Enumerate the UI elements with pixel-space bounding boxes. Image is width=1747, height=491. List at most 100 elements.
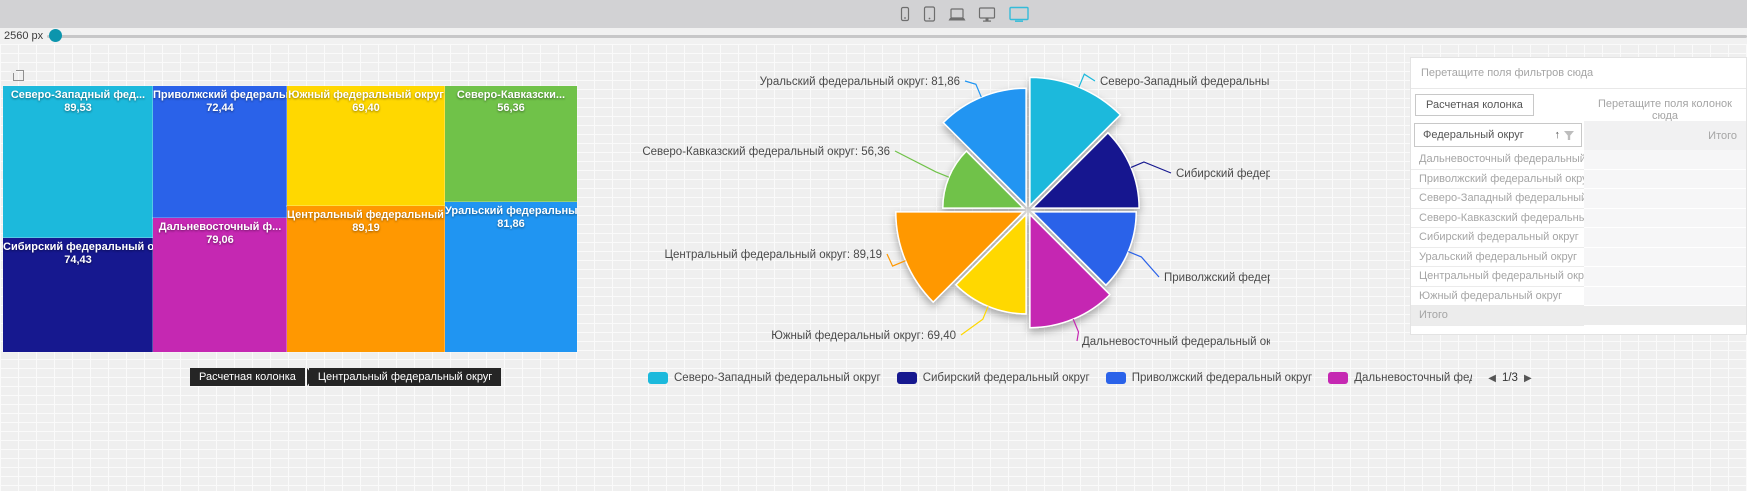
legend-item[interactable]: Северо-Западный федеральный округ xyxy=(648,372,881,384)
pivot-row-value xyxy=(1584,247,1746,267)
pie-slice-label: Центральный федеральный округ: 89,19 xyxy=(665,249,883,261)
pivot-row-value xyxy=(1584,208,1746,228)
treemap-tile-label: Северо-Западный фед... 89,53 xyxy=(10,89,146,114)
breadcrumb-value[interactable]: Центральный федеральный округ xyxy=(308,368,502,386)
pie-slice-label: Сибирский федеральный округ: 74,43 xyxy=(1176,168,1270,180)
treemap-tile[interactable]: Уральский федеральный округ81,86 xyxy=(444,201,578,353)
pivot-row[interactable]: Северо-Кавказский федеральный округ xyxy=(1411,208,1746,228)
pie-slice[interactable] xyxy=(942,150,1026,209)
row-field-chip[interactable]: Расчетная колонка xyxy=(1415,94,1534,116)
pivot-row-label: Северо-Кавказский федеральный округ xyxy=(1411,208,1584,228)
pivot-row[interactable]: Центральный федеральный округ xyxy=(1411,267,1746,287)
treemap-tile-label: Уральский федеральный округ81,86 xyxy=(445,205,577,230)
breadcrumb-field[interactable]: Расчетная колонка xyxy=(190,368,305,386)
pie-chart: Северо-Западный федеральный округ: 89,53… xyxy=(642,73,1270,348)
treemap-tile-label: Дальневосточный ф... 79,06 xyxy=(158,221,282,246)
legend-label: Дальневосточный федера xyxy=(1354,372,1472,384)
pivot-row-label: Северо-Западный федеральный округ xyxy=(1411,189,1584,209)
legend-prev-icon[interactable]: ◀ xyxy=(1488,372,1496,384)
laptop-icon[interactable] xyxy=(947,5,967,23)
width-slider-handle[interactable] xyxy=(49,29,62,42)
treemap-tile-label: Центральный федеральный округ89,19 xyxy=(287,209,445,234)
pivot-row-value xyxy=(1584,286,1746,306)
large-screen-icon[interactable] xyxy=(1007,5,1031,23)
pie-legend: Северо-Западный федеральный округ Сибирск… xyxy=(648,369,1532,387)
pie-legend-items: Северо-Западный федеральный округ Сибирск… xyxy=(648,372,1472,384)
pivot-row-label: Итого xyxy=(1411,306,1584,326)
pie-slice-label: Уральский федеральный округ: 81,86 xyxy=(760,76,960,88)
legend-item[interactable]: Сибирский федеральный округ xyxy=(896,372,1090,384)
treemap-tile[interactable]: Приволжский федеральный округ72,44 xyxy=(152,85,288,219)
pivot-row-value xyxy=(1584,150,1746,170)
pivot-row-label: Уральский федеральный округ xyxy=(1411,247,1584,267)
legend-item[interactable]: Приволжский федеральный округ xyxy=(1105,372,1312,384)
pivot-row[interactable]: Северо-Западный федеральный округ xyxy=(1411,189,1746,209)
columns-dropzone[interactable]: Перетащите поля колонок сюда xyxy=(1598,98,1732,122)
pivot-row[interactable]: Южный федеральный округ xyxy=(1411,286,1746,306)
legend-swatch xyxy=(648,372,668,384)
pivot-row[interactable]: Дальневосточный федеральный округ xyxy=(1411,150,1746,170)
pie-slice[interactable] xyxy=(895,211,1026,304)
pivot-row[interactable]: Сибирский федеральный округ xyxy=(1411,228,1746,248)
filter-funnel-icon[interactable] xyxy=(1563,130,1575,141)
pie-label-callout xyxy=(1130,161,1172,174)
pie-slice[interactable] xyxy=(1029,76,1122,208)
treemap-tile-label: Северо-Кавказски... 56,36 xyxy=(456,89,566,114)
pivot-row-label: Приволжский федеральный округ xyxy=(1411,169,1584,189)
legend-swatch xyxy=(1328,372,1349,384)
pie-label-callout xyxy=(1128,251,1160,278)
pivot-row[interactable]: Приволжский федеральный округ xyxy=(1411,169,1746,189)
pie-slice-label: Южный федеральный округ: 69,40 xyxy=(771,330,956,342)
legend-item[interactable]: Дальневосточный федера xyxy=(1328,372,1472,384)
phone-icon[interactable] xyxy=(898,5,912,23)
canvas-width-slider: 2560 px xyxy=(0,28,1747,44)
legend-swatch xyxy=(1105,372,1126,384)
desktop-icon[interactable] xyxy=(977,5,997,23)
treemap-tile[interactable]: Дальневосточный ф... 79,06 xyxy=(152,217,288,353)
sort-asc-icon[interactable]: ↑ xyxy=(1554,129,1561,141)
pivot-row-value xyxy=(1584,267,1746,287)
row-header-label: Федеральный округ xyxy=(1423,129,1524,141)
treemap-tile-label: Южный федеральный округ 69,40 xyxy=(288,89,444,114)
top-toolbar xyxy=(0,0,1747,28)
pie-slice-label: Северо-Западный федеральный округ: 89,53 xyxy=(1100,76,1270,88)
selection-tool-icon[interactable] xyxy=(11,68,24,81)
canvas-width-label: 2560 px xyxy=(4,30,44,42)
pivot-row[interactable]: Итого xyxy=(1411,306,1746,326)
breadcrumb-chevron-icon xyxy=(306,368,314,386)
row-header-dropdown[interactable]: Федеральный округ ↑ xyxy=(1414,123,1582,147)
treemap-breadcrumb: Расчетная колонка Центральный федеральны… xyxy=(190,368,502,386)
treemap-tile[interactable]: Северо-Кавказски... 56,36 xyxy=(444,85,578,203)
pivot-row-label: Центральный федеральный округ xyxy=(1411,267,1584,287)
pie-slice[interactable] xyxy=(942,87,1027,208)
width-slider-track[interactable] xyxy=(47,35,1747,38)
pivot-row-label: Дальневосточный федеральный округ xyxy=(1411,150,1584,170)
pie-label-callout xyxy=(964,80,982,98)
device-preview-switcher xyxy=(898,5,1031,23)
legend-label: Северо-Западный федеральный округ xyxy=(674,372,881,384)
pivot-row-value xyxy=(1584,228,1746,248)
pie-slice-label: Северо-Кавказский федеральный округ: 56,… xyxy=(642,146,890,158)
pie-label-callout xyxy=(894,150,950,178)
pie-slice-label: Приволжский федеральный округ: 72,44 xyxy=(1164,272,1270,284)
treemap-tile[interactable]: Центральный федеральный округ89,19 xyxy=(286,205,446,353)
value-column-header: Итого xyxy=(1584,121,1746,150)
pivot-row-label: Сибирский федеральный округ xyxy=(1411,228,1584,248)
filters-dropzone[interactable]: Перетащите поля фильтров сюда xyxy=(1411,58,1746,89)
legend-next-icon[interactable]: ▶ xyxy=(1523,372,1532,384)
treemap-chart: Северо-Западный фед... 89,53 Приволжский ф… xyxy=(2,85,578,353)
legend-swatch xyxy=(896,372,917,384)
tablet-icon[interactable] xyxy=(922,5,937,23)
pivot-row-label: Южный федеральный округ xyxy=(1411,286,1584,306)
pivot-row[interactable]: Уральский федеральный округ xyxy=(1411,247,1746,267)
pie-label-callout xyxy=(1078,73,1096,88)
pivot-row-value xyxy=(1584,169,1746,189)
treemap-tile[interactable]: Сибирский федеральный округ74,43 xyxy=(2,237,154,353)
pie-slice[interactable] xyxy=(1029,212,1111,329)
treemap-tile-label: Приволжский федеральный округ72,44 xyxy=(153,89,287,114)
pivot-row-value xyxy=(1584,306,1746,326)
treemap-tile[interactable]: Южный федеральный округ 69,40 xyxy=(286,85,446,207)
pie-label-callout xyxy=(960,306,989,336)
pivot-row-value xyxy=(1584,189,1746,209)
treemap-tile[interactable]: Северо-Западный фед... 89,53 xyxy=(2,85,154,239)
